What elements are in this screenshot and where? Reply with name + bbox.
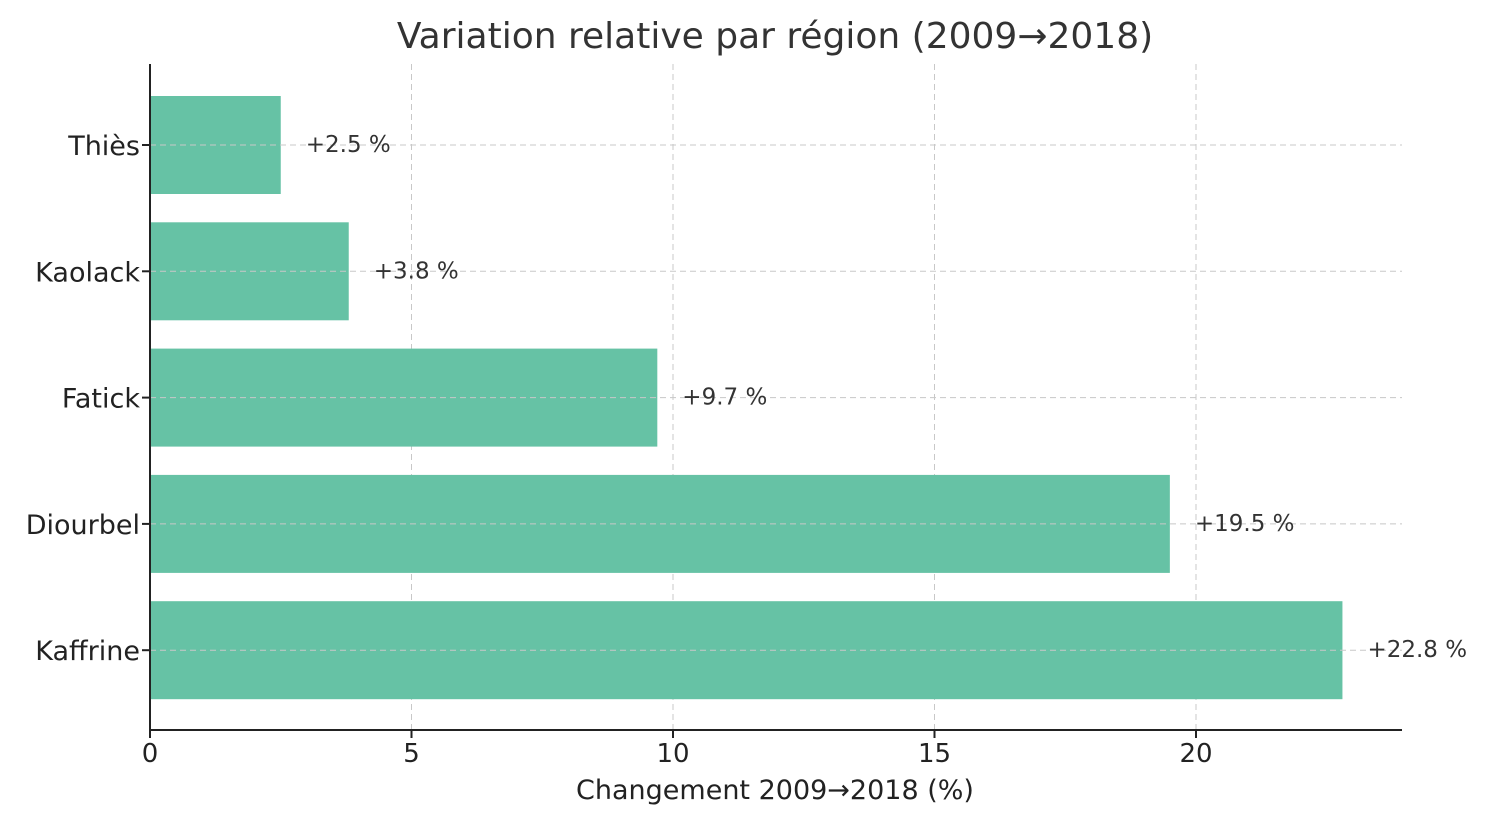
y-category-label: Kaolack — [35, 257, 140, 288]
bar-value-label: +3.8 % — [374, 258, 459, 284]
x-tick-label: 5 — [403, 739, 420, 769]
bar-value-label: +19.5 % — [1195, 511, 1295, 537]
bars — [150, 96, 1402, 700]
x-axis-label: Changement 2009→2018 (%) — [576, 775, 974, 806]
y-category-labels: Thiès Kaolack Fatick Diourbel Kaffrine — [26, 131, 141, 667]
x-tick-label: 0 — [142, 739, 159, 769]
x-ticks: 0 5 10 15 20 — [142, 144, 1213, 769]
y-category-label: Fatick — [62, 384, 141, 415]
y-category-label: Thiès — [67, 131, 140, 162]
data-labels: +2.5 % +3.8 % +9.7 % +19.5 % +22.8 % — [306, 132, 1467, 663]
y-category-label: Kaffrine — [35, 636, 140, 667]
bar-value-label: +2.5 % — [306, 132, 391, 158]
x-tick-label: 20 — [1179, 739, 1212, 769]
chart-title: Variation relative par région (2009→2018… — [397, 16, 1153, 57]
bar — [150, 474, 1170, 573]
x-tick-label: 10 — [656, 739, 689, 769]
bar — [150, 222, 349, 321]
bar-value-label: +9.7 % — [682, 385, 767, 411]
bar-value-label: +22.8 % — [1367, 637, 1467, 663]
x-tick-label: 15 — [918, 739, 951, 769]
y-category-label: Diourbel — [26, 510, 140, 541]
